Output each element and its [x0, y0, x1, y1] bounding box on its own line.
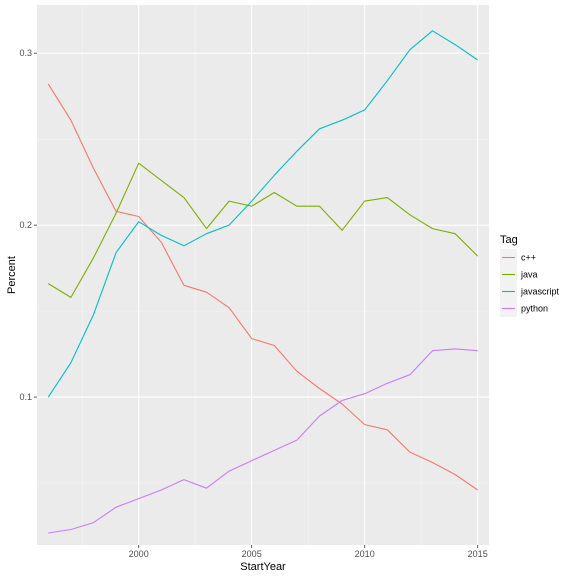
y-tick-label: 0.1 [19, 392, 32, 402]
x-axis-title: StartYear [240, 561, 286, 573]
legend-label: javascript [520, 287, 560, 297]
minor-gridlines [37, 5, 489, 545]
x-tick-label: 2015 [468, 549, 488, 559]
series-line-cpp [47, 83, 479, 491]
legend-label: python [521, 304, 548, 314]
legend-title: Tag [500, 234, 518, 246]
x-tick-label: 2010 [355, 549, 375, 559]
x-axis-ticks: 2000 2005 2010 2015 [129, 545, 488, 559]
y-tick-label: 0.2 [19, 220, 32, 230]
x-tick-label: 2000 [129, 549, 149, 559]
y-axis-title: Percent [6, 256, 18, 294]
y-tick-label: 0.3 [19, 48, 32, 58]
legend: Tag c++ java javascript python [500, 234, 560, 317]
legend-label: c++ [521, 253, 536, 263]
series-line-javascript [47, 30, 479, 398]
y-axis-ticks: 0.1 0.2 0.3 [19, 48, 37, 402]
legend-label: java [520, 270, 538, 280]
major-gridlines [37, 5, 489, 545]
series-line-java [48, 162, 479, 298]
x-tick-label: 2005 [242, 549, 262, 559]
series-line-python [48, 348, 478, 534]
series-lines [47, 30, 479, 534]
legend-items: c++ java javascript python [500, 249, 560, 317]
